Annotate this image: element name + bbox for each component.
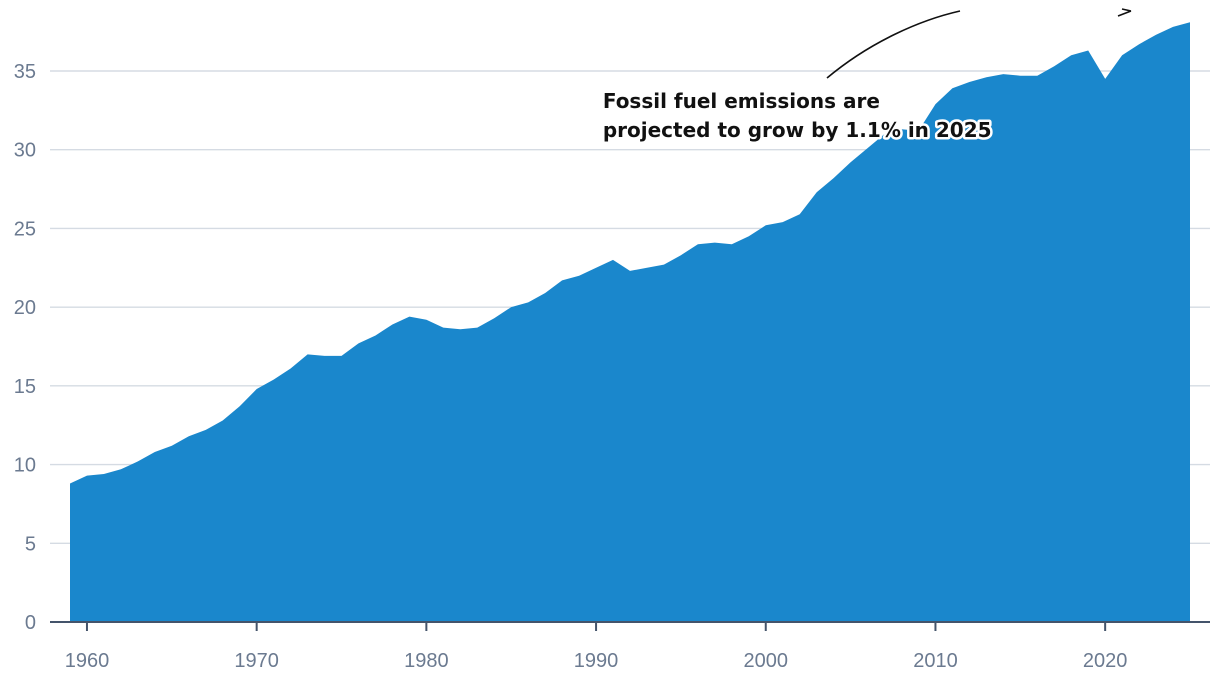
y-tick-label: 10 xyxy=(14,455,36,477)
y-axis-tick-labels: 0 5 10 15 20 25 30 35 xyxy=(14,61,36,634)
y-tick-label: 30 xyxy=(14,140,36,162)
y-tick-label: 25 xyxy=(14,218,36,240)
y-tick-label: 15 xyxy=(14,376,36,398)
x-tick-label: 1960 xyxy=(65,650,110,672)
y-tick-label: 20 xyxy=(14,297,36,319)
annotation-arrow xyxy=(826,8,1132,79)
annotation-line-1: Fossil fuel emissions are xyxy=(603,89,880,113)
y-tick-label: 35 xyxy=(14,61,36,83)
emissions-area xyxy=(70,22,1190,622)
x-tick-label: 2020 xyxy=(1083,650,1128,672)
x-tick-label: 1970 xyxy=(234,650,279,672)
y-tick-label: 5 xyxy=(25,533,36,555)
x-tick-label: 2010 xyxy=(913,650,958,672)
annotation-line-2: projected to grow by 1.1% in 2025 xyxy=(603,118,992,142)
x-axis-tick-labels: 1960 1970 1980 1990 2000 2010 2020 xyxy=(65,650,1128,672)
annotation: Fossil fuel emissions are projected to g… xyxy=(600,8,1132,145)
x-axis xyxy=(50,621,1210,631)
x-tick-label: 1980 xyxy=(404,650,449,672)
x-tick-label: 2000 xyxy=(744,650,789,672)
y-tick-label: 0 xyxy=(25,612,36,634)
x-tick-label: 1990 xyxy=(574,650,619,672)
